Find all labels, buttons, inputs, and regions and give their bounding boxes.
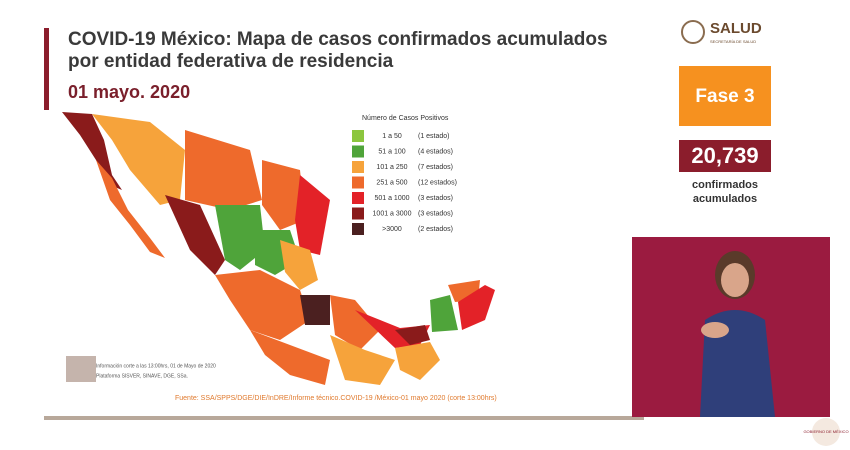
state — [295, 175, 330, 255]
legend-range: 251 a 500 — [376, 179, 407, 186]
source: Fuente: SSA/SPPS/DGE/DIE/InDRE/Informe t… — [175, 395, 497, 402]
legend: Número de Casos Positivos 1 a 50 (1 estad… — [352, 115, 457, 235]
legend-swatch — [352, 192, 364, 204]
interpreter-video — [632, 237, 830, 417]
footer-logo-bg — [812, 418, 840, 446]
hands — [701, 322, 729, 338]
legend-range: 501 a 1000 — [374, 195, 409, 202]
legend-range: 51 a 100 — [378, 148, 405, 155]
total-label: acumulados — [693, 193, 757, 205]
state — [395, 325, 430, 345]
phase: Fase 3 — [695, 86, 754, 107]
legend-swatch — [352, 207, 364, 220]
legend-range: 1 a 50 — [382, 133, 402, 140]
footnote: Plataforma SISVER, SINAVE, DGE, SSa. — [96, 373, 188, 379]
total: 20,739 — [691, 143, 758, 168]
state — [96, 160, 165, 258]
logo-emblem — [681, 20, 705, 44]
total-box — [679, 140, 771, 172]
footnote: Información corte a las 13:00hrs, 01 de … — [96, 363, 216, 369]
total-label: confirmados — [692, 179, 758, 191]
legend-range: >3000 — [382, 226, 402, 233]
state — [92, 114, 185, 205]
legend-count: (4 estados) — [418, 148, 453, 155]
state — [185, 130, 262, 210]
legend-count: (3 estados) — [418, 210, 453, 217]
legend-swatch — [352, 145, 364, 158]
logo: SALUD — [710, 20, 762, 37]
state — [430, 295, 458, 332]
state — [330, 335, 395, 385]
date: 01 mayo. 2020 — [68, 82, 190, 102]
legend-range: 101 a 250 — [376, 164, 407, 171]
state — [62, 112, 122, 190]
state — [215, 205, 265, 270]
state — [300, 295, 330, 325]
title-line: COVID-19 México: Mapa de casos confirmad… — [68, 29, 608, 50]
legend-count: (2 estados) — [418, 226, 453, 233]
legend-swatch — [352, 130, 364, 142]
phase-box — [679, 66, 771, 126]
legend-count: (7 estados) — [418, 164, 453, 171]
footer-bar — [44, 416, 644, 420]
legend-count: (3 estados) — [418, 195, 453, 202]
state — [330, 295, 380, 350]
legend-title: Número de Casos Positivos — [362, 115, 449, 122]
state — [280, 240, 318, 290]
accent-bar — [44, 28, 49, 110]
state — [458, 285, 495, 330]
state — [250, 330, 330, 385]
legend-count: (12 estados) — [418, 179, 457, 186]
legend-count: (1 estado) — [418, 133, 450, 140]
monument-icon — [66, 356, 96, 382]
legend-swatch — [352, 161, 364, 173]
face — [721, 263, 749, 297]
logo-sub: SECRETARÍA DE SALUD — [710, 39, 756, 44]
footer-logo: GOBIERNO DE MÉXICO — [803, 429, 848, 434]
legend-swatch — [352, 223, 364, 235]
state — [165, 195, 225, 275]
legend-swatch — [352, 176, 364, 189]
state — [262, 160, 305, 230]
state — [215, 270, 310, 340]
title-line: por entidad federativa de residencia — [68, 51, 394, 72]
state — [395, 342, 440, 380]
map — [62, 112, 495, 385]
legend-range: 1001 a 3000 — [373, 210, 412, 217]
